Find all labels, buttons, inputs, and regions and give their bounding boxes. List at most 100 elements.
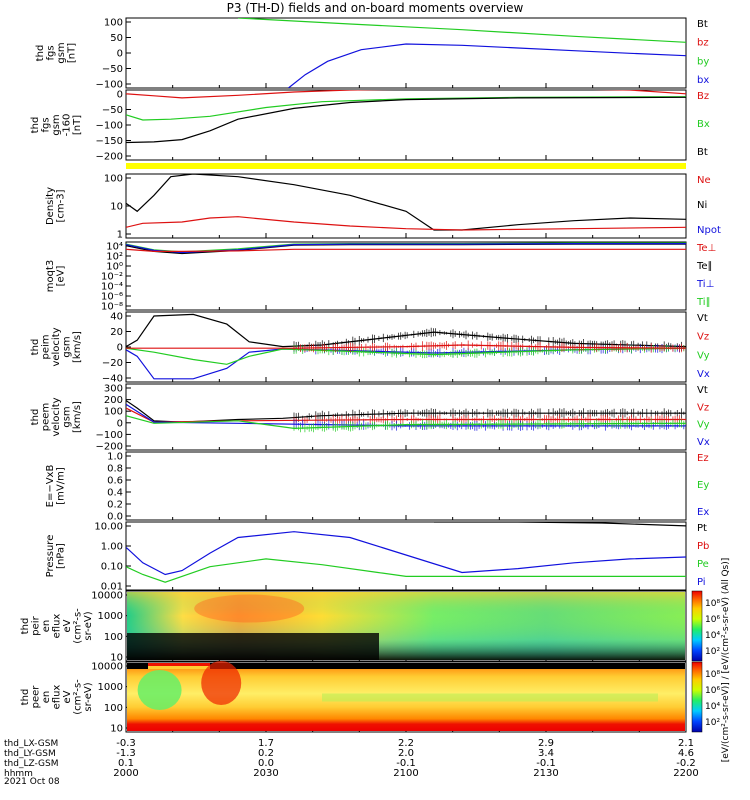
y-tick-label: −200 — [96, 442, 123, 453]
colorbar-tick-label: 10⁴ — [705, 631, 720, 641]
y-tick-label: 1000 — [98, 682, 123, 693]
legend-ez: Ez — [697, 453, 709, 464]
y-axis-label: eflux — [52, 614, 63, 639]
y-tick-label: 10000 — [91, 662, 123, 673]
y-tick-label: 0 — [117, 49, 123, 60]
y-tick-label: 10 — [110, 653, 123, 664]
panel-p2: 0 −50 −100 −150 −200 thd fgs gsm -160 [nT] Bz Bx Bt — [30, 89, 710, 163]
y-axis-label: [km/s] — [72, 331, 83, 363]
y-axis-label: [nT] — [72, 115, 83, 135]
xaxis-row-label: thd_LZ-GSM — [4, 759, 59, 769]
panel-p7: 1.00.80.60.40.20.0 E=−VxB [mV/m] Ez Ey Ex — [45, 451, 709, 523]
legend-vy: Vy — [697, 350, 710, 361]
y-axis-label: sr-eV) — [83, 611, 94, 640]
y-tick-label: 100 — [104, 632, 123, 643]
y-axis-label: [eV] — [56, 266, 67, 287]
panel-p8: 10.00 1.00 0.10 0.01 Pressure [nPa] Pt Pb Pe Pi — [45, 521, 709, 593]
xaxis-value: 0.0 — [258, 758, 274, 769]
y-axis-label: gsm — [62, 336, 73, 357]
xaxis-value: 2200 — [673, 768, 698, 779]
xaxis-value: 2100 — [393, 768, 418, 779]
xaxis-date: 2021 Oct 08 — [4, 777, 60, 787]
legend-ne: Ne — [697, 175, 711, 186]
xaxis-value: 1.7 — [258, 738, 274, 749]
panel-frame — [125, 89, 687, 161]
y-axis-label: thd — [30, 409, 41, 426]
legend-npot: Npot — [697, 225, 721, 236]
y-tick-label: 10000 — [91, 591, 123, 602]
panel-frame — [125, 17, 687, 89]
y-tick-label: 0.4 — [107, 488, 123, 499]
legend-ti⊥: Ti⊥ — [696, 279, 714, 290]
y-axis-label: peem — [41, 403, 52, 431]
y-tick-label: 10⁻⁶ — [101, 292, 123, 303]
panel-p3: 100 10 1 Density [cm-3] Ne Ni Npot — [45, 173, 721, 241]
xaxis-value: -1.3 — [116, 748, 136, 759]
y-axis-label: gsm — [51, 114, 62, 135]
series-line-black — [126, 313, 686, 348]
xaxis-value: 2.9 — [538, 738, 554, 749]
series-noise-green — [293, 418, 685, 433]
y-axis-label: -160 — [62, 114, 73, 137]
y-tick-label: 1 — [117, 230, 123, 241]
series-line-black — [126, 96, 686, 144]
y-axis-label: [km/s] — [72, 401, 83, 433]
y-axis-label: gsm — [62, 406, 73, 427]
y-axis-label: eV — [62, 690, 73, 703]
y-tick-label: 10² — [106, 252, 123, 263]
spectrogram-green-blob — [137, 670, 182, 710]
xaxis-value: 3.4 — [538, 748, 554, 759]
y-axis-label: velocity — [51, 397, 62, 436]
legend-vt: Vt — [697, 313, 708, 324]
spectrogram-arc-edge — [148, 666, 210, 669]
legend-ti∥: Ti∥ — [696, 297, 711, 308]
y-axis-label: peir — [31, 615, 42, 635]
panel-frame — [125, 451, 687, 521]
xaxis-value: 2030 — [253, 768, 278, 779]
y-tick-label: 100 — [104, 18, 123, 29]
y-tick-label: 0 — [117, 418, 123, 429]
y-tick-label: 0 — [117, 343, 123, 354]
y-tick-label: 0 — [117, 90, 123, 101]
y-tick-label: −40 — [102, 374, 123, 385]
y-axis-label: [nT] — [67, 43, 78, 63]
colorbar-tick-label: 10⁶ — [705, 615, 720, 625]
xaxis-row-label: thd_LX-GSM — [4, 739, 58, 749]
y-tick-label: 1.00 — [101, 542, 123, 553]
y-tick-label: −100 — [96, 430, 123, 441]
colorbar-tick-label: 10² — [705, 647, 720, 657]
y-tick-label: −200 — [96, 152, 123, 163]
legend-vz: Vz — [697, 402, 709, 413]
series-line-green — [237, 18, 686, 43]
spectrogram-hot-spot — [194, 594, 305, 623]
series-line-green — [126, 347, 686, 365]
y-axis-label: moqt3 — [45, 260, 56, 293]
colorbar-tick-label: 10⁸ — [705, 670, 720, 680]
quality-flag-bar — [126, 163, 686, 169]
y-tick-label: −50 — [102, 105, 123, 116]
y-axis-label: Density — [45, 187, 56, 225]
colorbar-tick-label: 10² — [705, 718, 720, 728]
y-tick-label: 10⁻² — [101, 272, 123, 283]
legend-ey: Ey — [697, 480, 709, 491]
legend-vx: Vx — [697, 369, 710, 380]
legend-ex: Ex — [697, 507, 709, 518]
y-axis-label: Pressure — [45, 535, 56, 578]
xaxis-value: 4.6 — [678, 748, 694, 759]
legend-vz: Vz — [697, 332, 709, 343]
y-axis-label: [cm-3] — [56, 189, 67, 222]
y-tick-label: 10⁰ — [106, 262, 123, 273]
y-axis-label: fgs — [46, 45, 57, 60]
y-tick-label: 100 — [104, 407, 123, 418]
panel-p5: 40 20 0 −20 −40 thd peim velocity gsm [km/s] Vt Vz V… — [30, 311, 710, 385]
y-axis-label: eV — [62, 619, 73, 632]
xaxis-value: -0.1 — [536, 758, 556, 769]
panel-p9: 10000 1000 100 10 thd peir en eflux eV (cm²-s-sr-… — [20, 590, 720, 664]
series-line-blue — [126, 347, 686, 380]
colorbar — [691, 590, 703, 662]
y-axis-label: [nPa] — [56, 543, 67, 569]
y-axis-label: (cm²-s- — [73, 679, 84, 715]
y-tick-label: −150 — [96, 136, 123, 147]
legend-pt: Pt — [697, 523, 707, 534]
